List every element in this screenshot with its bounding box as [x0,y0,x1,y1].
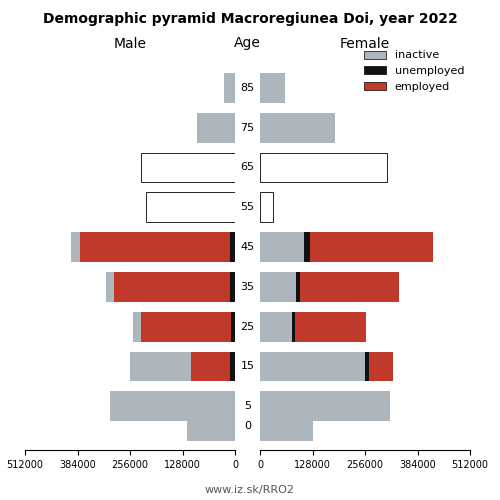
Bar [260,192,273,222]
Bar [198,112,235,142]
Text: Female: Female [340,36,390,51]
Bar [260,73,285,103]
Text: Male: Male [114,36,146,51]
Bar [230,272,235,302]
Bar [369,352,393,382]
Bar [224,73,235,103]
Bar [186,411,235,441]
Bar [230,232,235,262]
Bar [80,232,230,262]
Bar [296,312,366,342]
Text: www.iz.sk/RRO2: www.iz.sk/RRO2 [205,485,295,495]
Bar [260,352,364,382]
Bar [230,352,235,382]
Bar [296,272,300,302]
Bar [110,392,235,421]
Bar [300,272,400,302]
Bar [292,312,296,342]
Legend: inactive, unemployed, employed: inactive, unemployed, employed [359,46,469,96]
Bar [106,272,114,302]
Bar [133,312,141,342]
Bar [310,232,432,262]
Bar [260,112,334,142]
Text: Demographic pyramid Macroregiunea Doi, year 2022: Demographic pyramid Macroregiunea Doi, y… [42,12,458,26]
Bar [71,232,80,262]
Text: Age: Age [234,36,261,51]
Text: 5: 5 [244,401,251,411]
Bar [130,352,190,382]
Text: 35: 35 [240,282,254,292]
Bar [141,312,232,342]
Bar [140,152,235,182]
Bar [304,232,310,262]
Bar [364,352,369,382]
Text: 65: 65 [240,162,254,172]
Text: 25: 25 [240,322,254,332]
Bar [260,312,292,342]
Text: 15: 15 [240,362,254,372]
Text: 45: 45 [240,242,254,252]
Bar [260,411,312,441]
Text: 75: 75 [240,122,254,132]
Bar [146,192,235,222]
Text: 0: 0 [244,421,251,431]
Text: 85: 85 [240,83,254,93]
Bar [190,352,230,382]
Bar [260,272,296,302]
Bar [232,312,235,342]
Bar [260,232,304,262]
Bar [260,392,390,421]
Bar [260,152,387,182]
Bar [114,272,230,302]
Text: 55: 55 [240,202,254,212]
